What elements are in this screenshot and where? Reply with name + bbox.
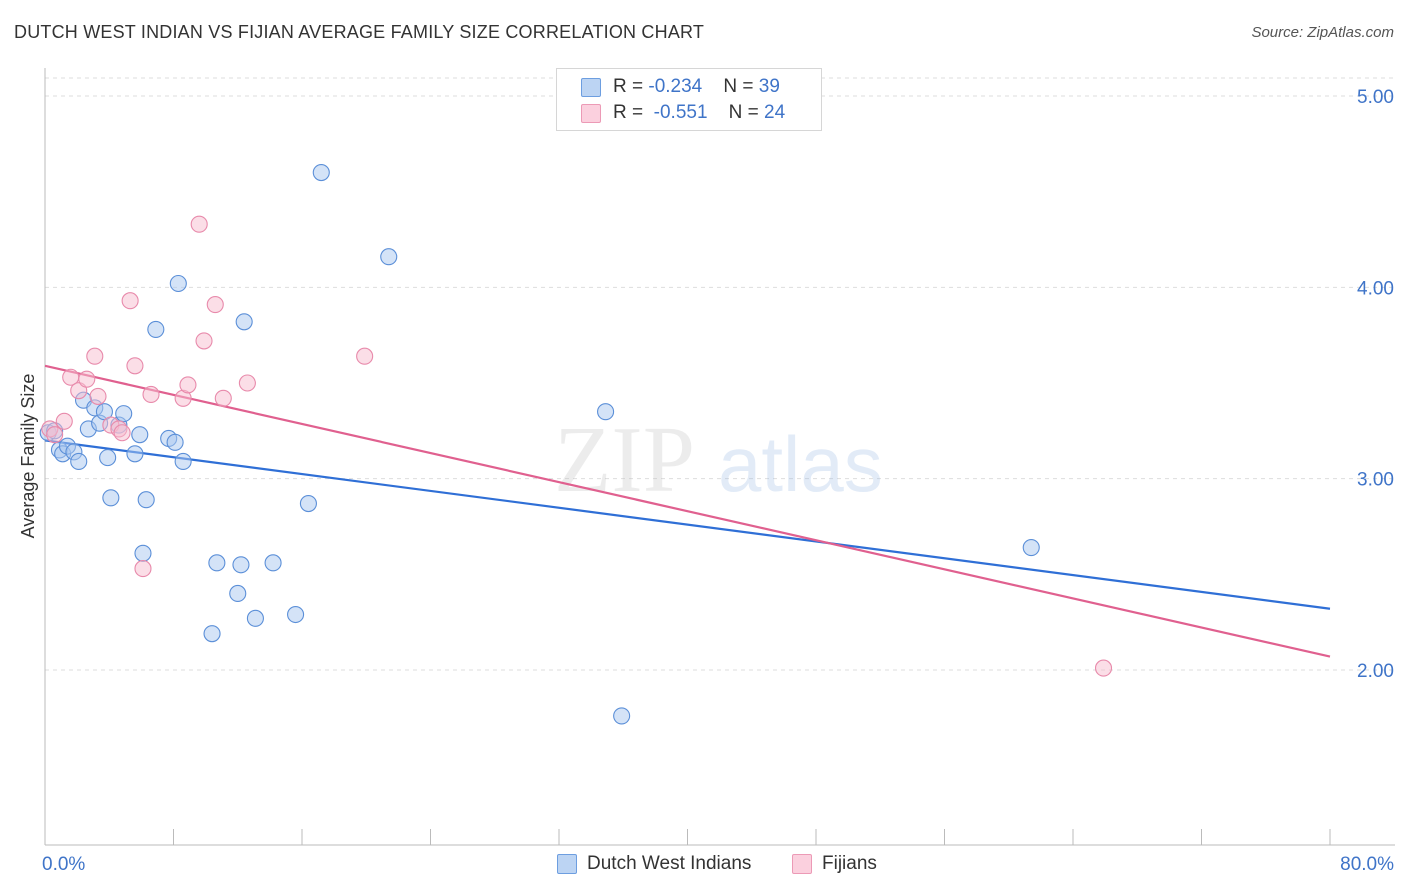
bottom-legend-label: Dutch West Indians: [587, 853, 752, 874]
data-point-fijian: [113, 424, 131, 442]
data-point-dutch-west-indian: [246, 609, 264, 627]
data-point-dutch-west-indian: [134, 544, 152, 562]
data-point-dutch-west-indian: [264, 554, 282, 572]
data-point-dutch-west-indian: [299, 494, 317, 513]
y-tick-label: 2.00: [1357, 661, 1394, 682]
data-point-dutch-west-indian: [137, 491, 155, 509]
data-point-dutch-west-indian: [232, 556, 250, 574]
data-point-fijian: [179, 376, 197, 394]
legend-n-label: N =: [728, 102, 765, 123]
series-dutch-west-indians: [39, 163, 1040, 725]
watermark: ZIP atlas: [554, 408, 883, 512]
legend-r-label: R =: [613, 102, 649, 123]
series-fijians: [41, 215, 1113, 677]
y-axis-label: Average Family Size: [18, 374, 38, 539]
axis-labels: 2.00 3.00 4.00 5.00 0.0% 80.0% Average Family …: [18, 87, 1394, 875]
data-point-dutch-west-indian: [126, 445, 144, 463]
data-point-fijian: [134, 560, 152, 578]
data-point-dutch-west-indian: [235, 313, 253, 331]
legend-r-value: -0.551: [653, 102, 708, 123]
data-point-dutch-west-indian: [312, 163, 330, 182]
pink-swatch: [792, 854, 812, 874]
data-point-fijian: [55, 412, 73, 430]
data-point-dutch-west-indian: [102, 489, 120, 507]
pink-swatch: [581, 103, 601, 123]
data-point-fijian: [126, 357, 144, 375]
data-point-dutch-west-indian: [1022, 538, 1040, 557]
blue-swatch: [557, 854, 577, 874]
data-point-fijian: [121, 292, 139, 310]
x-tick-label: 80.0%: [1340, 854, 1394, 875]
data-point-fijian: [356, 347, 374, 365]
watermark-atlas: atlas: [718, 420, 883, 508]
data-point-dutch-west-indian: [166, 433, 184, 451]
data-point-dutch-west-indian: [174, 452, 192, 470]
x-tick-label: 0.0%: [42, 854, 85, 875]
gridlines: [45, 77, 1395, 671]
trendline-dutch-west-indians: [44, 439, 1331, 610]
data-point-dutch-west-indian: [131, 426, 149, 444]
data-point-dutch-west-indian: [147, 320, 165, 338]
bottom-legend-dutch-west-indians: Dutch West Indians: [557, 851, 751, 877]
data-point-dutch-west-indian: [380, 248, 398, 266]
legend: R = -0.234 N = 39 R = -0.551 N = 24: [556, 68, 822, 131]
blue-swatch: [581, 77, 601, 97]
data-point-dutch-west-indian: [115, 405, 133, 423]
axes: [44, 68, 1395, 846]
chart-source: Source: ZipAtlas.com: [1251, 24, 1394, 41]
data-point-dutch-west-indian: [208, 554, 226, 572]
legend-n-label: N =: [723, 76, 759, 97]
data-point-dutch-west-indian: [169, 274, 187, 293]
legend-r-label: R =: [613, 76, 649, 97]
data-point-fijian: [46, 426, 64, 444]
data-point-fijian: [206, 296, 224, 314]
data-point-fijian: [142, 385, 160, 404]
data-point-dutch-west-indian: [70, 452, 88, 470]
watermark-zip: ZIP: [554, 408, 695, 512]
data-point-fijian: [89, 387, 107, 405]
data-point-dutch-west-indian: [203, 625, 221, 643]
trendline-fijians: [44, 364, 1331, 658]
chart-title: DUTCH WEST INDIAN VS FIJIAN AVERAGE FAMI…: [14, 22, 705, 42]
data-point-fijian: [1094, 659, 1113, 677]
y-tick-label: 3.00: [1357, 470, 1394, 491]
data-point-fijian: [78, 370, 96, 388]
legend-r-value: -0.234: [648, 76, 703, 97]
data-point-dutch-west-indian: [229, 584, 247, 603]
trendlines: [44, 364, 1331, 658]
data-point-fijian: [190, 215, 208, 233]
bottom-legend-fijians: Fijians: [792, 851, 877, 877]
data-point-dutch-west-indian: [613, 707, 631, 725]
data-point-fijian: [86, 347, 104, 365]
y-tick-label: 4.00: [1357, 278, 1394, 299]
data-point-dutch-west-indian: [287, 605, 305, 624]
legend-n-value: 39: [758, 76, 780, 97]
bottom-legend-label: Fijians: [822, 853, 877, 874]
y-tick-label: 5.00: [1357, 87, 1394, 108]
legend-n-value: 24: [764, 102, 786, 123]
data-point-dutch-west-indian: [597, 403, 615, 421]
data-point-fijian: [214, 389, 232, 407]
data-point-fijian: [195, 332, 213, 350]
data-point-fijian: [238, 374, 256, 392]
data-point-dutch-west-indian: [99, 449, 117, 467]
